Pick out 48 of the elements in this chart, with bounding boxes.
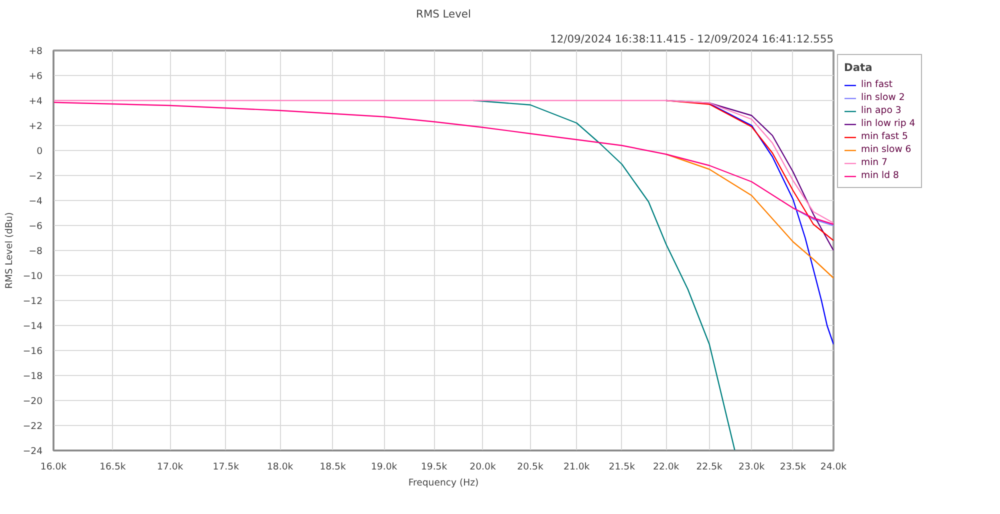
legend-label: lin apo 3	[861, 105, 902, 116]
x-tick-label: 23.5k	[780, 462, 807, 472]
legend-label: lin fast	[861, 79, 893, 90]
x-tick-label: 21.5k	[608, 462, 636, 472]
x-tick-label: 22.0k	[653, 462, 680, 472]
x-tick-label: 19.5k	[420, 462, 448, 472]
chart-title: RMS Level	[416, 8, 471, 20]
y-tick-label: +2	[28, 121, 43, 132]
x-tick-label: 23.0k	[738, 462, 766, 472]
chart-subtitle: 12/09/2024 16:38:11.415 - 12/09/2024 16:41:12.555	[550, 32, 834, 46]
legend-label: lin low rip 4	[861, 118, 916, 129]
line-series	[666, 154, 834, 279]
x-tick-label: 16.0k	[40, 462, 68, 472]
legend-label: lin slow 2	[861, 92, 905, 103]
y-tick-label: −12	[22, 296, 42, 307]
y-tick-label: −22	[22, 421, 42, 432]
x-tick-label: 20.0k	[470, 462, 496, 472]
x-tick-label: 24.0k	[820, 462, 848, 472]
x-tick-label: 16.5k	[100, 462, 126, 472]
legend-label: min fast 5	[861, 131, 908, 142]
x-tick-label: 20.5k	[517, 462, 544, 472]
x-tick-label: 18.5k	[320, 462, 346, 472]
x-tick-label: 17.0k	[157, 462, 184, 472]
x-axis-title: Frequency (Hz)	[408, 478, 479, 488]
y-tick-label: −16	[22, 346, 43, 357]
y-axis-title: RMS Level (dBu)	[4, 212, 15, 289]
x-tick-label: 17.5k	[212, 462, 240, 472]
legend-label: min ld 8	[861, 170, 899, 181]
y-tick-label: −4	[28, 196, 43, 207]
x-tick-label: 21.0k	[564, 462, 590, 472]
y-tick-label: 0	[36, 146, 43, 157]
y-tick-label: −2	[28, 171, 43, 182]
x-tick-label: 18.0k	[266, 462, 294, 472]
y-tick-label: +6	[28, 71, 43, 82]
x-tick-label: 19.0k	[371, 462, 398, 472]
y-tick-label: +4	[28, 96, 43, 107]
y-tick-label: +8	[28, 46, 43, 57]
y-tick-label: −6	[28, 221, 43, 232]
y-tick-label: −10	[22, 271, 43, 282]
legend-title: Data	[844, 61, 874, 74]
y-tick-label: −24	[22, 446, 43, 457]
y-tick-label: −20	[22, 396, 43, 407]
legend-label: min 7	[861, 157, 888, 168]
x-tick-label: 22.5k	[696, 462, 724, 472]
y-tick-label: −8	[28, 246, 43, 257]
y-tick-label: −14	[22, 321, 43, 332]
y-tick-label: −18	[22, 371, 43, 382]
legend-label: min slow 6	[861, 144, 912, 155]
